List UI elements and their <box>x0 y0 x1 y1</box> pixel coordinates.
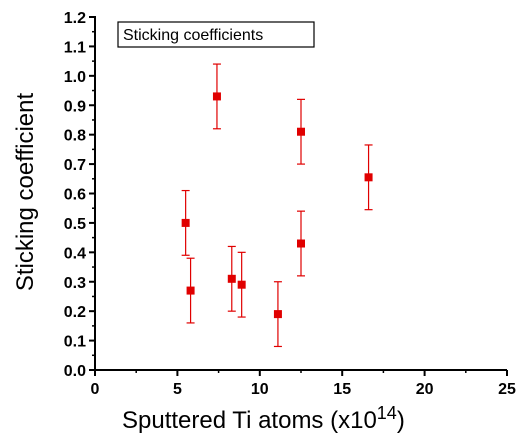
legend-label: Sticking coefficients <box>123 27 263 44</box>
y-tick-label: 0.9 <box>64 98 86 115</box>
data-point <box>364 173 373 182</box>
data-point <box>273 310 282 319</box>
y-tick-label: 0.3 <box>64 275 86 292</box>
legend: Sticking coefficients <box>117 21 315 48</box>
y-ticks: 0.0 0.1 0.2 0.3 0.4 0.5 0.6 0.7 0.8 0.9 1.0 1.1 1.2 <box>64 10 95 380</box>
y-tick-label: 0.6 <box>64 187 86 204</box>
x-axis-title-main: Sputtered Ti atoms (x10 <box>122 407 377 434</box>
data-points <box>181 92 373 319</box>
y-tick-label: 1.2 <box>64 10 86 27</box>
data-point <box>297 127 305 136</box>
data-point <box>186 286 195 295</box>
data-point <box>297 239 305 248</box>
x-tick-label: 15 <box>333 381 351 398</box>
y-axis-title: Sticking coefficient <box>12 93 39 292</box>
x-tick-label: 25 <box>498 381 516 398</box>
x-axis-title-suffix: ) <box>397 407 405 434</box>
y-tick-label: 1.0 <box>64 69 86 86</box>
y-tick-label: 0.5 <box>64 216 86 233</box>
x-tick-label: 10 <box>251 381 269 398</box>
y-tick-label: 0.0 <box>64 363 86 380</box>
data-point <box>227 274 236 283</box>
y-tick-label: 0.8 <box>64 128 86 145</box>
axes <box>94 16 507 371</box>
data-point <box>212 92 221 101</box>
data-point <box>181 218 190 227</box>
x-tick-label: 20 <box>416 381 434 398</box>
x-axis-title-exponent: 14 <box>377 403 397 423</box>
y-tick-label: 0.1 <box>64 334 86 351</box>
x-tick-label: 0 <box>91 381 100 398</box>
legend-box <box>117 21 315 48</box>
x-ticks: 0 5 10 15 20 25 <box>91 370 516 398</box>
y-tick-label: 0.4 <box>64 245 86 262</box>
y-tick-label: 1.1 <box>64 39 86 56</box>
y-tick-label: 0.2 <box>64 304 86 321</box>
x-axis-title: Sputtered Ti atoms (x1014) <box>122 403 405 434</box>
y-tick-label: 0.7 <box>64 157 86 174</box>
data-point <box>237 280 246 289</box>
x-tick-label: 5 <box>173 381 182 398</box>
error-bars <box>181 63 373 348</box>
